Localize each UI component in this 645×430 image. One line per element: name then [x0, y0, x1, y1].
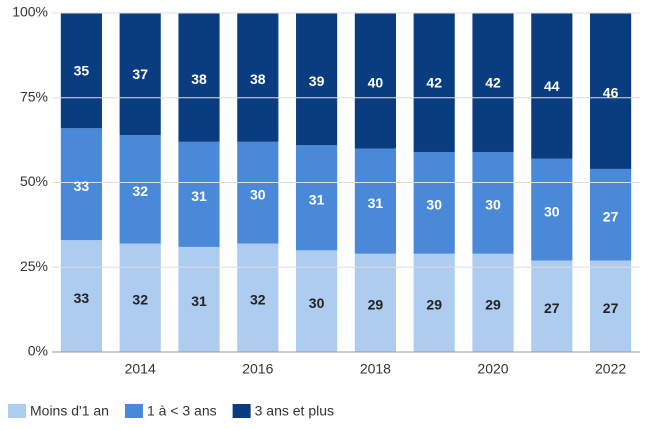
bar-segment: [60, 240, 102, 352]
legend-label: 1 à < 3 ans: [147, 403, 217, 419]
value-label: 27: [603, 300, 619, 316]
value-label: 31: [191, 188, 207, 204]
bar-segment: [472, 151, 514, 254]
value-label: 33: [74, 290, 90, 306]
bar-segment: [531, 158, 573, 261]
x-tick-label: 2018: [360, 361, 391, 377]
legend-swatch: [232, 404, 251, 418]
value-label: 30: [544, 203, 560, 219]
value-label: 38: [191, 71, 207, 87]
value-label: 29: [368, 297, 384, 313]
bar-segment: [237, 243, 279, 352]
bar-segment: [178, 13, 220, 142]
value-label: 40: [368, 75, 384, 91]
value-label: 46: [603, 85, 619, 101]
value-label: 33: [74, 178, 90, 194]
bar-segment: [472, 253, 514, 352]
bar-segment: [237, 141, 279, 244]
value-label: 37: [132, 66, 148, 82]
value-label: 27: [603, 208, 619, 224]
y-tick-label: 100%: [12, 4, 48, 20]
value-label: 35: [74, 63, 90, 79]
bar-segment: [354, 13, 396, 149]
legend-swatch: [124, 404, 143, 418]
bar-segment: [413, 13, 455, 152]
bar-segment: [178, 141, 220, 247]
legend-swatch: [8, 404, 26, 418]
bar-segment: [531, 13, 573, 159]
bar-segment: [178, 246, 220, 352]
value-label: 44: [544, 78, 560, 94]
bar-segment: [119, 243, 161, 352]
bar-segment: [119, 135, 161, 244]
value-label: 30: [426, 197, 442, 213]
value-label: 42: [485, 75, 501, 91]
bar-segment: [413, 253, 455, 352]
y-tick-label: 0%: [28, 343, 48, 359]
value-label: 30: [250, 186, 266, 202]
bar-segment: [590, 13, 632, 169]
bar-segment: [60, 13, 102, 129]
bar-segment: [354, 148, 396, 254]
bar-segment: [472, 13, 514, 152]
value-label: 30: [309, 295, 325, 311]
value-label: 31: [368, 195, 384, 211]
bar-segment: [531, 260, 573, 352]
value-label: 32: [132, 291, 148, 307]
value-label: 38: [250, 71, 266, 87]
legend-label: 3 ans et plus: [255, 403, 334, 419]
bar-segment: [296, 13, 338, 146]
value-label: 27: [544, 300, 560, 316]
x-tick-label: 2014: [125, 361, 156, 377]
legend-label: Moins d'1 an: [30, 403, 109, 419]
value-label: 31: [309, 191, 325, 207]
value-label: 29: [485, 297, 501, 313]
bar-segment: [237, 13, 279, 142]
x-tick-label: 2022: [595, 361, 626, 377]
y-tick-label: 50%: [20, 173, 48, 189]
value-label: 39: [309, 73, 325, 89]
value-label: 32: [132, 183, 148, 199]
bar-segment: [354, 253, 396, 352]
value-label: 30: [485, 197, 501, 213]
value-label: 31: [191, 293, 207, 309]
bar-segment: [60, 128, 102, 241]
bar-segment: [296, 145, 338, 251]
bar-segment: [413, 151, 455, 254]
bar-segment: [590, 168, 632, 261]
bar-segment: [119, 13, 161, 136]
value-label: 32: [250, 291, 266, 307]
y-tick-label: 75%: [20, 88, 48, 104]
y-tick-label: 25%: [20, 258, 48, 274]
plot-area: [60, 13, 632, 352]
bar-segment: [590, 260, 632, 352]
value-label: 42: [426, 75, 442, 91]
x-tick-label: 2016: [242, 361, 273, 377]
value-label: 29: [426, 297, 442, 313]
x-tick-label: 2020: [477, 361, 508, 377]
